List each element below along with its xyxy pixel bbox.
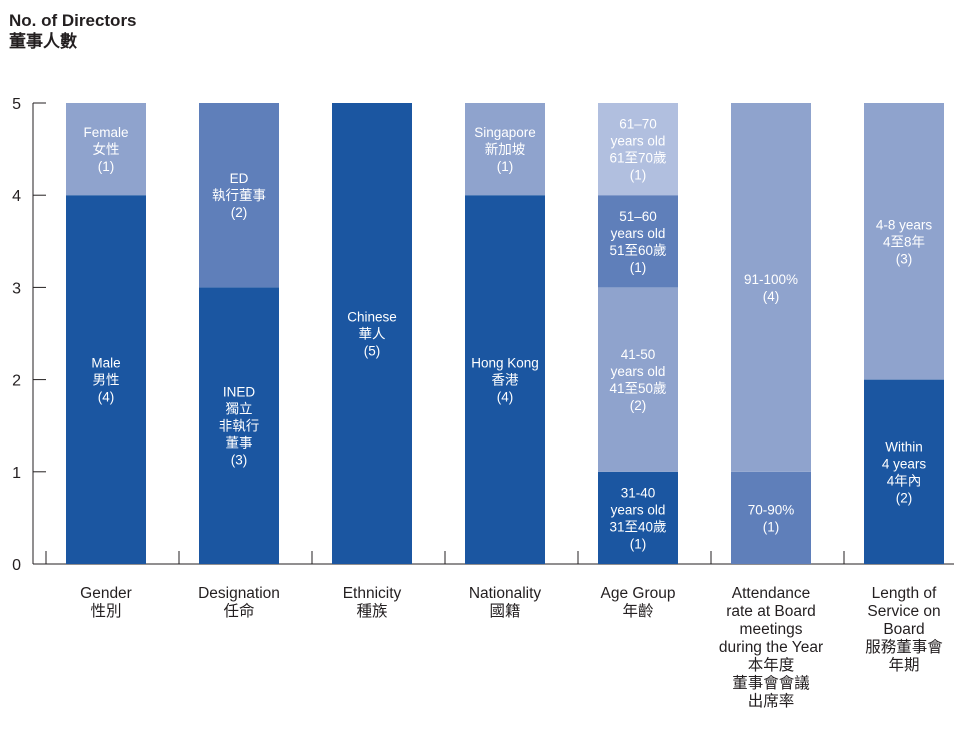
bar-segment-label: Singapore 新加坡(1): [474, 125, 536, 174]
bar-segment-label: ED 執行董事(2): [212, 171, 266, 220]
bar-segment-label: 4-8 years 4至8年(3): [876, 217, 933, 266]
bar-segment: [864, 379, 944, 564]
bar-segment: [598, 195, 678, 288]
bar-segment-label: Chinese 華人(5): [347, 310, 397, 359]
category-label: Ethnicity 種族: [343, 585, 402, 620]
y-tick-label: 0: [12, 557, 21, 574]
bar-segment-label: 61–70 years old 61至70歲(1): [609, 117, 666, 183]
bar-segment-label: 51–60 years old 51至60歲(1): [609, 209, 666, 275]
bar-segment-label: 91-100% (4): [744, 272, 798, 304]
y-tick-label: 3: [12, 280, 21, 297]
bar-segment-label: Male 男性(4): [91, 356, 120, 405]
category-label: Age Group 年齡: [601, 585, 676, 620]
bar-segment-label: INED 獨立非執行董事(3): [219, 385, 260, 468]
y-tick-label: 4: [12, 188, 21, 205]
bar-segment-label: Hong Kong 香港(4): [471, 356, 539, 405]
bar-segment: [465, 103, 545, 196]
category-label: Nationality 國籍: [469, 585, 542, 620]
y-tick-label: 5: [12, 96, 21, 113]
bar-segment: [731, 103, 811, 472]
bar-segment-label: 41-50 years old 41至50歲(2): [609, 347, 666, 413]
chart-title: No. of Directors 董事人數: [9, 10, 137, 52]
bar-segment: [731, 471, 811, 564]
category-label: Attendance rate at Board meetings during th…: [719, 585, 823, 710]
bar-segment: [598, 471, 678, 564]
y-tick-label: 1: [12, 465, 21, 482]
bar-segment: [332, 103, 412, 564]
bar-segment-label: Within 4 years 4年內(2): [882, 439, 927, 505]
bar-segment-label: 31-40 years old 31至40歲(1): [609, 485, 666, 551]
category-label: Length of Service on Board 服務董事會年期: [865, 585, 943, 674]
bar-segment: [598, 287, 678, 472]
bar-segment: [864, 103, 944, 380]
bar-segment: [598, 103, 678, 196]
y-tick-label: 2: [12, 373, 21, 390]
bar-segment: [199, 103, 279, 288]
bar-segment: [66, 195, 146, 564]
category-label: Designation 任命: [198, 585, 280, 620]
bar-segment: [66, 103, 146, 196]
bar-segment: [465, 195, 545, 564]
chart-title-en: No. of Directors: [9, 11, 137, 30]
chart-title-zh: 董事人數: [9, 32, 77, 51]
category-label: Gender 性別: [80, 585, 132, 620]
bar-segment: [199, 287, 279, 564]
bar-segment-label: 70-90% (1): [748, 502, 795, 534]
bar-segment-label: Female 女性(1): [83, 125, 128, 174]
